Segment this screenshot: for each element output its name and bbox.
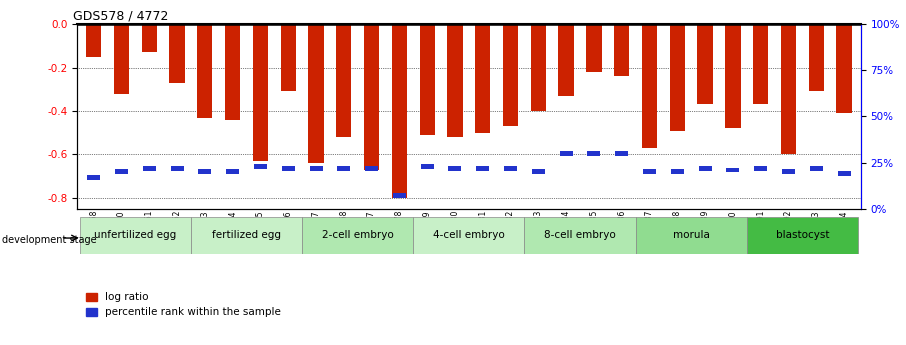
Bar bbox=[448, 166, 461, 170]
Bar bbox=[364, 24, 380, 170]
Text: unfertilized egg: unfertilized egg bbox=[94, 230, 177, 240]
Bar bbox=[477, 166, 489, 170]
Bar bbox=[475, 24, 490, 133]
Bar bbox=[336, 24, 352, 137]
Bar bbox=[810, 166, 823, 170]
Bar bbox=[727, 168, 739, 172]
Bar bbox=[253, 24, 268, 161]
Bar bbox=[725, 24, 740, 128]
Bar bbox=[302, 217, 413, 254]
Bar bbox=[808, 24, 824, 91]
Bar bbox=[781, 24, 796, 155]
Bar bbox=[413, 217, 525, 254]
Bar bbox=[198, 24, 213, 118]
Bar bbox=[525, 217, 636, 254]
Text: 4-cell embryo: 4-cell embryo bbox=[433, 230, 505, 240]
Bar bbox=[337, 166, 351, 170]
Bar bbox=[254, 164, 267, 169]
Bar bbox=[586, 24, 602, 72]
Text: GDS578 / 4772: GDS578 / 4772 bbox=[73, 10, 169, 23]
Text: 2-cell embryo: 2-cell embryo bbox=[322, 230, 393, 240]
Text: fertilized egg: fertilized egg bbox=[212, 230, 281, 240]
Bar bbox=[308, 24, 323, 163]
Bar bbox=[615, 151, 628, 156]
Bar bbox=[560, 151, 573, 156]
Bar bbox=[226, 169, 239, 174]
Bar bbox=[281, 24, 296, 91]
Legend: log ratio, percentile rank within the sample: log ratio, percentile rank within the sa… bbox=[82, 288, 285, 322]
Bar bbox=[747, 217, 858, 254]
Bar bbox=[420, 164, 434, 169]
Bar bbox=[587, 151, 601, 156]
Bar bbox=[837, 171, 851, 176]
Bar bbox=[393, 194, 406, 198]
Bar bbox=[448, 24, 463, 137]
Bar bbox=[391, 24, 407, 198]
Bar bbox=[143, 166, 156, 170]
Bar bbox=[115, 169, 128, 174]
Bar bbox=[80, 217, 191, 254]
Bar bbox=[191, 217, 302, 254]
Bar bbox=[614, 24, 630, 76]
Bar bbox=[754, 166, 767, 170]
Bar bbox=[86, 24, 101, 57]
Bar bbox=[225, 24, 240, 120]
Bar bbox=[282, 166, 294, 170]
Bar bbox=[114, 24, 130, 93]
Bar bbox=[310, 166, 323, 170]
Bar bbox=[753, 24, 768, 105]
Bar bbox=[503, 24, 518, 126]
Bar bbox=[698, 24, 713, 105]
Bar bbox=[532, 169, 545, 174]
Bar bbox=[670, 169, 684, 174]
Text: blastocyst: blastocyst bbox=[776, 230, 829, 240]
Bar bbox=[419, 24, 435, 135]
Bar bbox=[198, 169, 211, 174]
Bar bbox=[670, 24, 685, 130]
Text: morula: morula bbox=[673, 230, 709, 240]
Bar bbox=[87, 175, 101, 180]
Bar bbox=[170, 166, 184, 170]
Bar bbox=[141, 24, 157, 52]
Bar bbox=[636, 217, 747, 254]
Bar bbox=[169, 24, 185, 83]
Bar bbox=[782, 169, 795, 174]
Text: 8-cell embryo: 8-cell embryo bbox=[545, 230, 616, 240]
Bar bbox=[699, 166, 711, 170]
Bar bbox=[643, 169, 656, 174]
Bar bbox=[531, 24, 546, 111]
Text: development stage: development stage bbox=[2, 235, 96, 245]
Bar bbox=[641, 24, 657, 148]
Bar bbox=[558, 24, 573, 96]
Bar bbox=[365, 166, 378, 170]
Bar bbox=[836, 24, 852, 113]
Bar bbox=[504, 166, 517, 170]
